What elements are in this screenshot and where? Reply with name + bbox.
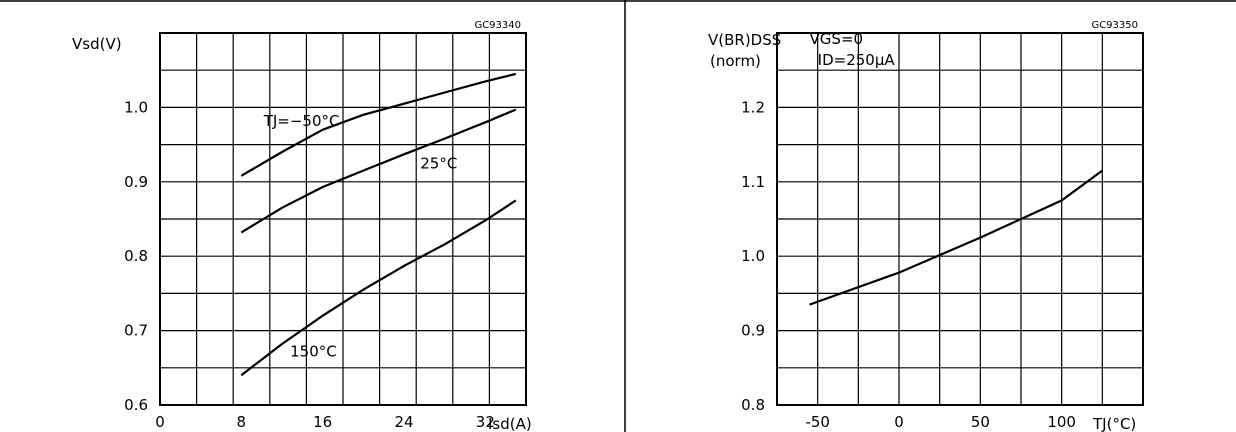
chart1-y-tick-label: 0.7 (124, 322, 148, 340)
chart1-annotations: TJ=−50°C 25°C 150°C (263, 112, 458, 361)
chart-vsd-vs-isd: 0 8 16 24 32 0.6 0.7 0.8 0.9 1.0 Vsd(V) Isd(A) GC… (72, 20, 532, 432)
chart2-x-tick-label: 50 (971, 413, 990, 431)
chart2-y-axis-title-line1: V(BR)DSS (708, 31, 781, 49)
chart1-y-tick-label: 0.9 (124, 173, 148, 191)
chart1-y-tick-label: 0.6 (124, 396, 148, 414)
chart1-x-tick-label: 0 (155, 413, 165, 431)
chart1-series-150-c (240, 199, 517, 377)
chart1-x-tick-label: 24 (394, 413, 413, 431)
chart1-x-tick-label: 32 (476, 413, 495, 431)
chart1-figure-code: GC93340 (474, 20, 521, 31)
chart2-grid (777, 33, 1143, 405)
chart2-x-tick-label: 100 (1047, 413, 1076, 431)
chart1-tick-labels: 0 8 16 24 32 0.6 0.7 0.8 0.9 1.0 (124, 98, 495, 431)
chart1-x-tick-label: 16 (313, 413, 332, 431)
chart2-annotations: VGS=0 ID=250µA (810, 30, 896, 69)
chart1-series-tj-50-c (240, 72, 517, 177)
chart2-figure-code: GC93350 (1091, 20, 1138, 31)
chart1-y-tick-label: 1.0 (124, 98, 148, 116)
chart1-annotation-tj-50-c: TJ=−50°C (263, 112, 340, 130)
chart1-annotation-150-c: 150°C (290, 343, 337, 361)
chart2-y-tick-label: 0.9 (741, 322, 765, 340)
chart2-y-axis-title-line2: (norm) (710, 52, 761, 70)
chart1-x-axis-title: Isd(A) (488, 415, 532, 432)
chart2-tick-labels: -50 0 50 100 0.8 0.9 1.0 1.1 1.2 (741, 98, 1076, 431)
chart2-y-tick-label: 1.0 (741, 247, 765, 265)
chart2-curves (809, 169, 1103, 306)
chart2-y-tick-label: 1.1 (741, 173, 765, 191)
chart2-series-line-0 (809, 169, 1103, 306)
chart2-annotation-id-250-a: ID=250µA (818, 51, 896, 69)
chart1-plot-frame (159, 32, 527, 406)
chart2-x-tick-label: -50 (805, 413, 830, 431)
chart1-grid (160, 33, 526, 405)
chart1-series-25-c (240, 108, 517, 234)
chart2-plot-frame (776, 32, 1144, 406)
chart1-y-tick-label: 0.8 (124, 247, 148, 265)
chart2-y-tick-label: 0.8 (741, 396, 765, 414)
chart1-x-tick-label: 8 (237, 413, 247, 431)
chart1-curves (240, 72, 517, 377)
chart1-annotation-25-c: 25°C (420, 154, 457, 172)
chart1-y-axis-title: Vsd(V) (72, 35, 122, 53)
chart2-x-tick-label: 0 (894, 413, 904, 431)
chart2-x-axis-title: TJ(°C) (1092, 415, 1136, 432)
chart-vbrdss-vs-tj: -50 0 50 100 0.8 0.9 1.0 1.1 1.2 V(BR)DSS (norm)… (708, 20, 1144, 432)
chart2-y-tick-label: 1.2 (741, 98, 765, 116)
chart2-annotation-vgs-0: VGS=0 (810, 30, 864, 48)
